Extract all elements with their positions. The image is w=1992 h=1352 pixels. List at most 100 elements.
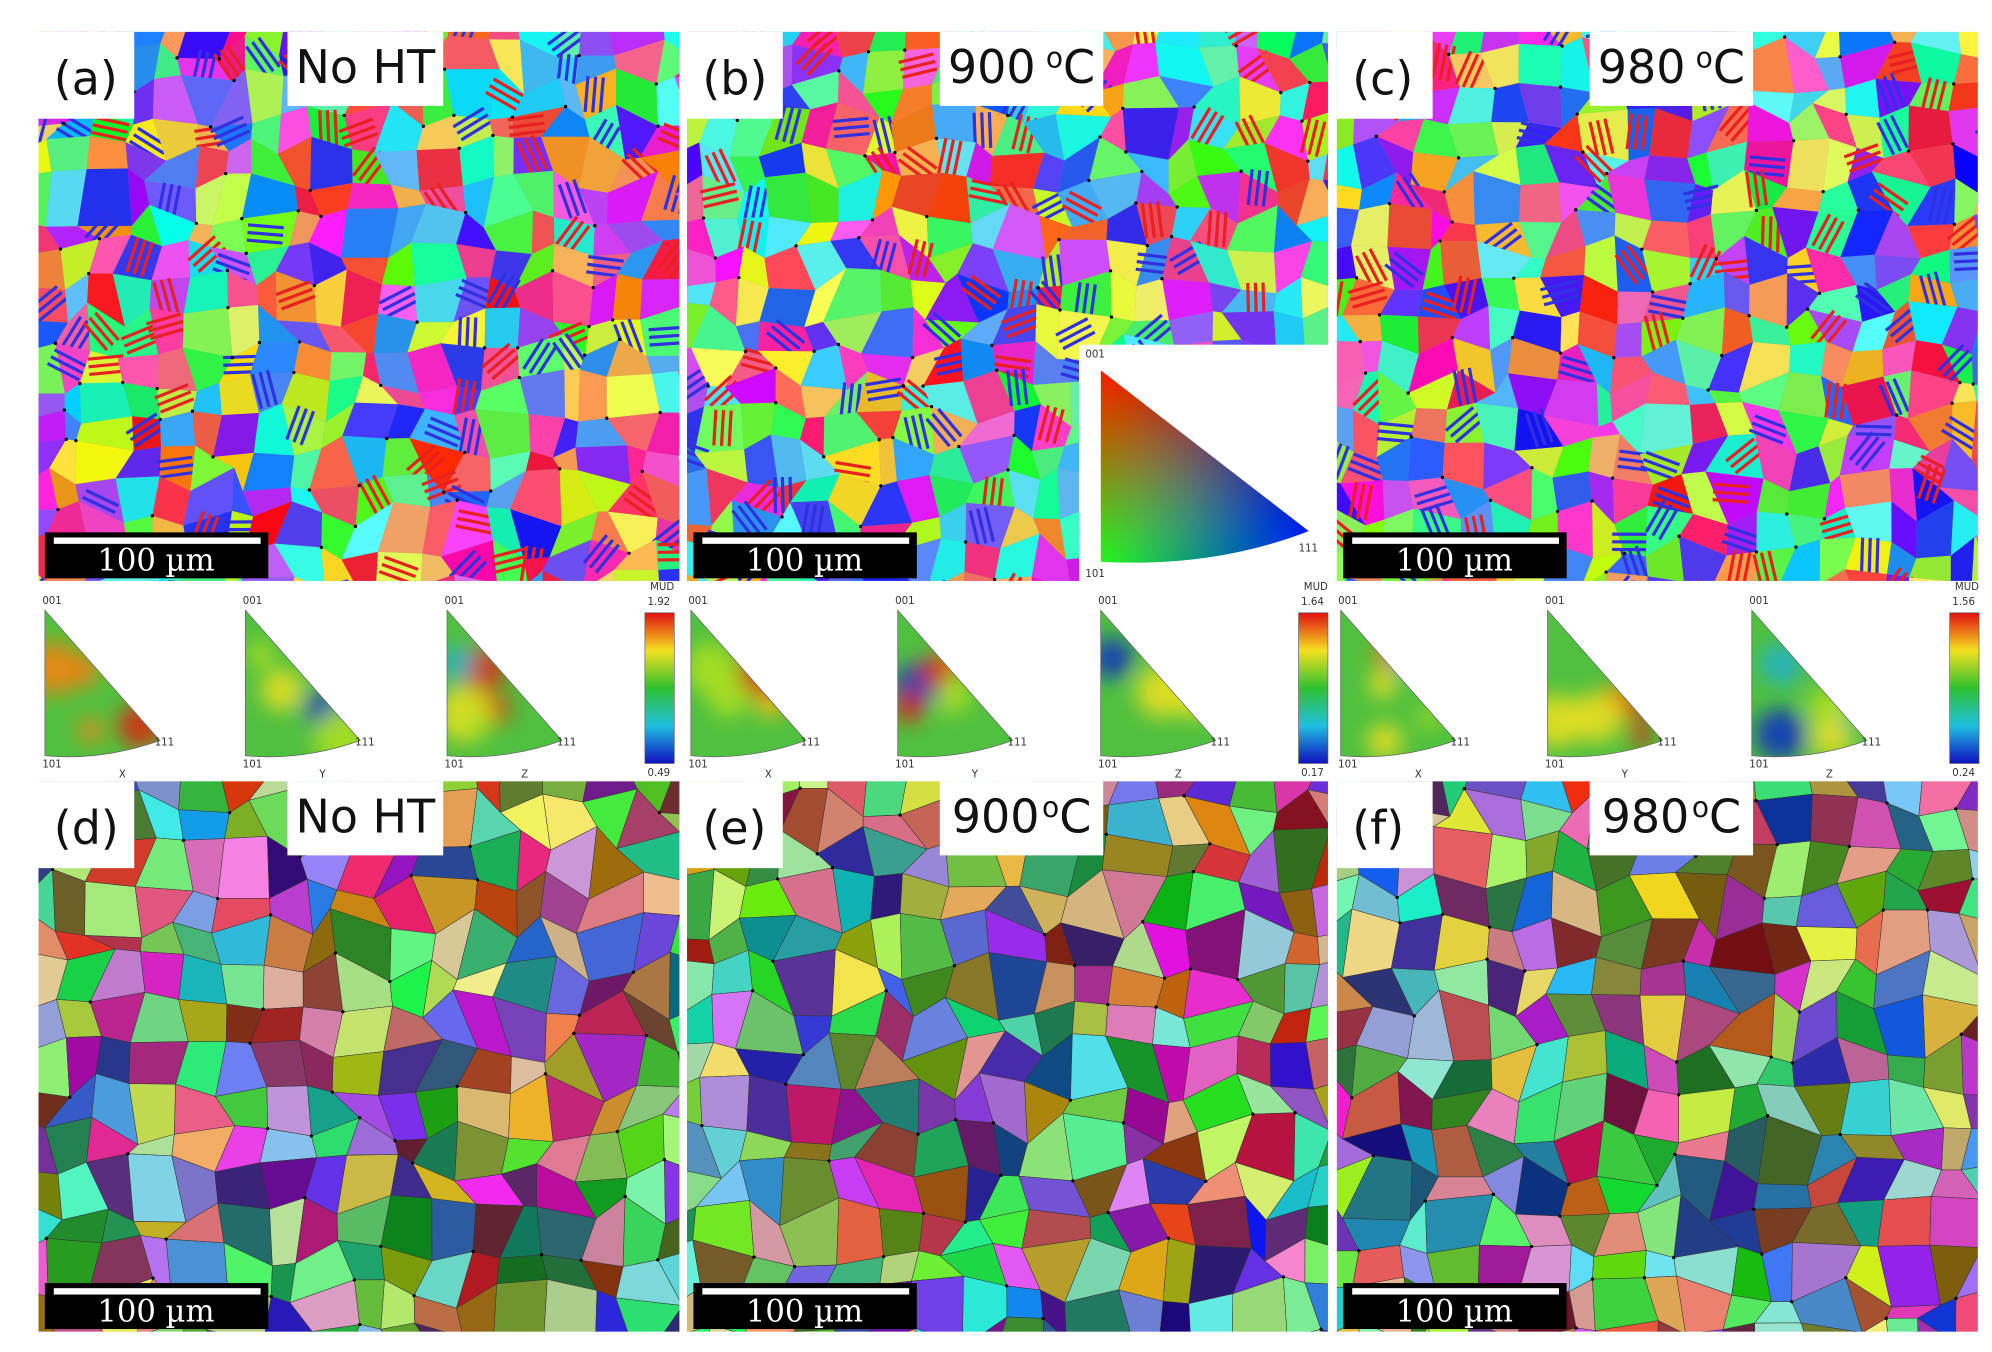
grain (188, 223, 213, 247)
grain (1279, 82, 1310, 122)
twin (1021, 368, 1029, 405)
grain (1613, 322, 1642, 358)
twin (687, 452, 705, 468)
grain (1270, 1086, 1328, 1130)
twin (1459, 277, 1470, 313)
twin (1038, 203, 1072, 223)
scale-bar (53, 1288, 261, 1295)
grain (923, 338, 964, 387)
grain (1780, 539, 1821, 581)
grain (1756, 478, 1790, 515)
grain (1891, 501, 1917, 559)
grain (1560, 87, 1595, 129)
twin (378, 285, 412, 305)
pf-blob (447, 645, 475, 681)
twin (970, 274, 1002, 299)
twin (1867, 537, 1872, 574)
dot (1358, 339, 1362, 344)
dot (775, 877, 780, 881)
grain (1134, 278, 1169, 322)
grain (1544, 144, 1599, 189)
grain-map (687, 781, 1328, 1352)
grain (152, 118, 200, 161)
grain (38, 171, 52, 227)
grain (541, 136, 590, 188)
grain (770, 434, 807, 488)
dot (784, 1082, 788, 1086)
twin (927, 317, 957, 344)
grain (1950, 500, 1978, 556)
grain (1706, 102, 1749, 153)
grain (765, 172, 812, 223)
grain-map (38, 781, 680, 1352)
grain (1687, 214, 1717, 259)
grain (1641, 249, 1691, 293)
grain (912, 307, 945, 358)
twin (712, 409, 718, 446)
twin (1627, 547, 1642, 581)
twin (1254, 170, 1262, 206)
dot (452, 113, 456, 117)
twin (1846, 585, 1882, 593)
dot (1954, 807, 1958, 811)
grain (1709, 583, 1754, 619)
twin (424, 430, 459, 448)
grain (1814, 31, 1841, 59)
twin (191, 49, 202, 86)
dot (1162, 976, 1167, 980)
grain (775, 367, 806, 419)
grain (1223, 115, 1280, 149)
dot (175, 56, 179, 60)
dot (1166, 1236, 1171, 1240)
pole-figure (897, 610, 1013, 757)
grain (643, 871, 680, 916)
dot (857, 235, 861, 240)
twin (1539, 279, 1576, 292)
grain (38, 249, 66, 290)
grain (838, 51, 869, 94)
dot (1071, 1179, 1075, 1183)
twin (657, 557, 680, 562)
grain (1232, 1334, 1287, 1352)
dot (1406, 391, 1410, 395)
dot (1395, 895, 1399, 900)
grain (496, 1254, 548, 1285)
grain (1155, 42, 1214, 87)
dot (1558, 351, 1563, 355)
dot (904, 16, 907, 19)
twin (488, 84, 522, 105)
grain (1644, 1275, 1686, 1332)
grain (657, 1218, 680, 1261)
dot (1493, 86, 1497, 91)
twin (1222, 211, 1228, 248)
twin (902, 152, 934, 176)
twin (1395, 180, 1418, 213)
dot (1535, 1042, 1539, 1047)
dot (1826, 27, 1829, 30)
twin (1845, 593, 1881, 601)
grain (456, 212, 496, 251)
dot (1057, 237, 1061, 242)
grain (1491, 83, 1530, 123)
grain (250, 341, 300, 375)
twin (922, 242, 934, 279)
pf-axis: X (119, 769, 126, 780)
grain (1938, 438, 1978, 491)
grain (1761, 895, 1802, 927)
twin (1821, 519, 1858, 534)
twin (156, 455, 193, 464)
grain (1839, 31, 1895, 57)
grain (220, 964, 265, 1010)
dot (1414, 25, 1417, 28)
dot (591, 285, 595, 290)
twin (660, 129, 680, 147)
twin (223, 362, 260, 367)
pf-label: 101 (1338, 759, 1357, 770)
twin (493, 275, 515, 308)
grain (1473, 147, 1521, 186)
grain (615, 1333, 673, 1352)
twin (133, 425, 166, 448)
grain (212, 452, 254, 492)
dot (244, 251, 248, 255)
twin (1883, 118, 1902, 152)
